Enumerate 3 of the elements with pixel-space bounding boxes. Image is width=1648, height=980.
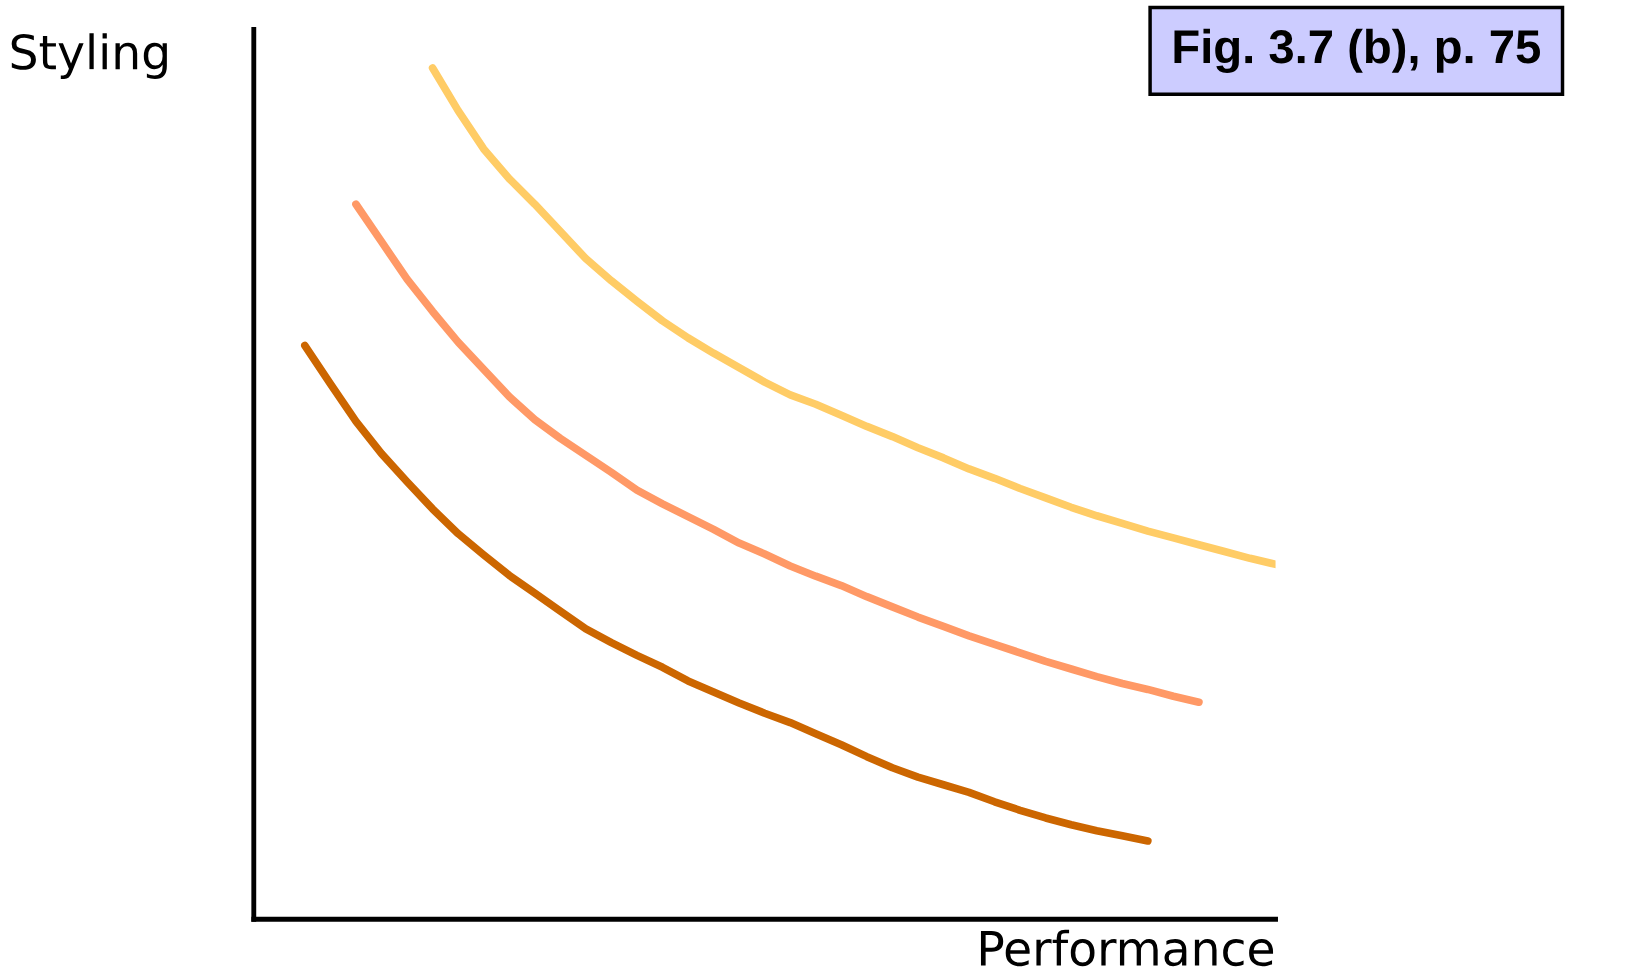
x-axis-title: Performance: [980, 929, 1274, 967]
y-axis-title: Styling: [11, 33, 167, 79]
annotation: Fig. 3.7 (b), p. 75: [1174, 28, 1540, 74]
